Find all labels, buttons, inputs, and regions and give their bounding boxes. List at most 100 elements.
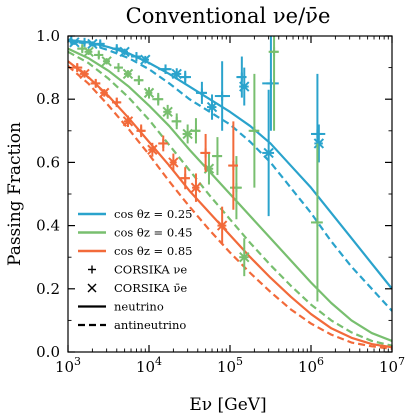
series-line-4: [68, 60, 392, 349]
cross-marker-b: [69, 37, 80, 48]
legend: cos θz = 0.25 cos θz = 0.45 cos θz = 0.85 C…: [78, 207, 192, 332]
cross-marker-b: [206, 101, 218, 113]
cross-marker-b: [119, 46, 130, 58]
corsika-point-38: [182, 124, 193, 144]
corsika-point-46: [179, 167, 190, 190]
x-tick-label-exponent: 4: [155, 355, 162, 368]
corsika-point-28: [212, 137, 223, 176]
corsika-point-45: [158, 135, 168, 152]
legend-entry-1: cos θz = 0.45: [78, 226, 192, 240]
corsika-point-17: [206, 94, 218, 120]
cross-marker-b: [143, 87, 155, 99]
corsika-point-35: [122, 68, 134, 80]
cross-marker-b: [168, 157, 179, 168]
corsika-point-19: [262, 89, 275, 217]
corsika-point-55: [216, 206, 228, 245]
cross-marker-b: [162, 106, 173, 118]
cross-marker-b: [171, 68, 182, 80]
cross-marker-b: [87, 38, 98, 50]
cross-marker-b: [99, 87, 110, 99]
legend-entry-0: cos θz = 0.25: [78, 207, 192, 221]
corsika-point-18: [239, 67, 250, 106]
cross-marker-b: [140, 54, 151, 65]
corsika-point-30: [248, 73, 260, 188]
corsika-point-24: [133, 75, 144, 85]
corsika-point-31: [268, 36, 279, 131]
corsika-point-15: [140, 54, 151, 65]
cross-marker-b: [122, 116, 134, 127]
legend-entry-4: CORSIKA ν̄e: [87, 281, 187, 295]
cross-marker-b: [147, 144, 158, 155]
corsika-point-44: [136, 124, 146, 138]
y-tick-label: 0.4: [36, 217, 60, 235]
y-tick-label: 0.0: [36, 343, 60, 361]
series-line-5: [68, 65, 392, 350]
x-tick-label: 103: [55, 355, 81, 376]
legend-label: cos θz = 0.25: [114, 207, 192, 221]
corsika-point-1: [79, 37, 90, 47]
series-line-2: [68, 47, 392, 342]
x-tick-label-base: 10: [55, 358, 74, 376]
corsika-point-36: [143, 87, 155, 99]
corsika-point-53: [168, 153, 179, 172]
corsika-point-14: [119, 46, 130, 58]
x-tick-label: 106: [298, 355, 324, 376]
corsika-point-8: [214, 61, 230, 131]
legend-label: cos θz = 0.85: [114, 244, 192, 258]
corsika-point-4: [131, 52, 142, 62]
corsika-point-23: [113, 63, 123, 73]
legend-label: CORSIKA νe: [114, 263, 187, 277]
x-tick-label-base: 10: [217, 358, 236, 376]
y-tick-label: 0.8: [36, 90, 60, 108]
cross-marker-b: [263, 147, 274, 159]
x-tick-label-base: 10: [379, 358, 398, 376]
y-tick-label: 0.6: [36, 153, 60, 171]
cross-marker-b: [79, 68, 90, 80]
x-tick-label: 105: [217, 355, 243, 376]
corsika-point-47: [200, 133, 211, 172]
corsika-point-13: [87, 38, 98, 50]
y-tick-label: 0.2: [36, 280, 60, 298]
x-tick-label: 104: [136, 355, 162, 376]
legend-label: cos θz = 0.45: [114, 226, 192, 240]
x-axis-label: Eν [GeV]: [189, 395, 266, 415]
cross-marker-b: [239, 251, 250, 263]
corsika-point-10: [262, 36, 279, 131]
corsika-point-48: [228, 121, 238, 210]
x-tick-label-exponent: 6: [317, 355, 324, 368]
corsika-point-3: [112, 44, 122, 54]
corsika-point-52: [147, 142, 158, 157]
legend-cross-b: [87, 283, 97, 293]
legend-label: neutrino: [114, 300, 164, 314]
x-tick-label-exponent: 7: [398, 355, 405, 368]
cross-marker-b: [182, 128, 193, 140]
cross-marker-b: [190, 182, 202, 193]
corsika-point-34: [101, 56, 112, 67]
cross-marker-b: [313, 138, 325, 149]
corsika-point-16: [171, 68, 182, 80]
x-tick-label-exponent: 5: [236, 355, 243, 368]
x-tick-label-exponent: 3: [74, 355, 81, 368]
corsika-point-33: [83, 46, 94, 58]
cross-marker-b: [83, 46, 94, 58]
legend-entry-2: cos θz = 0.85: [78, 244, 192, 258]
legend-entry-6: antineutrino: [78, 318, 186, 332]
corsika-point-50: [99, 87, 110, 99]
corsika-point-40: [239, 238, 250, 277]
cross-marker-b: [122, 68, 134, 80]
corsika-point-51: [122, 115, 134, 128]
legend-entry-3: CORSIKA νe: [88, 263, 187, 277]
cross-marker-b: [101, 56, 112, 67]
legend-entry-5: neutrino: [78, 300, 164, 314]
y-axis-label: Passing Fraction: [5, 122, 25, 266]
x-tick-label-base: 10: [136, 358, 155, 376]
corsika-point-12: [69, 37, 80, 48]
corsika-point-7: [195, 81, 207, 104]
corsika-point-37: [162, 104, 173, 119]
corsika-point-43: [112, 97, 122, 108]
corsika-point-41: [71, 63, 83, 73]
x-tick-label-base: 10: [298, 358, 317, 376]
corsika-point-42: [90, 78, 101, 88]
corsika-point-49: [79, 68, 90, 80]
